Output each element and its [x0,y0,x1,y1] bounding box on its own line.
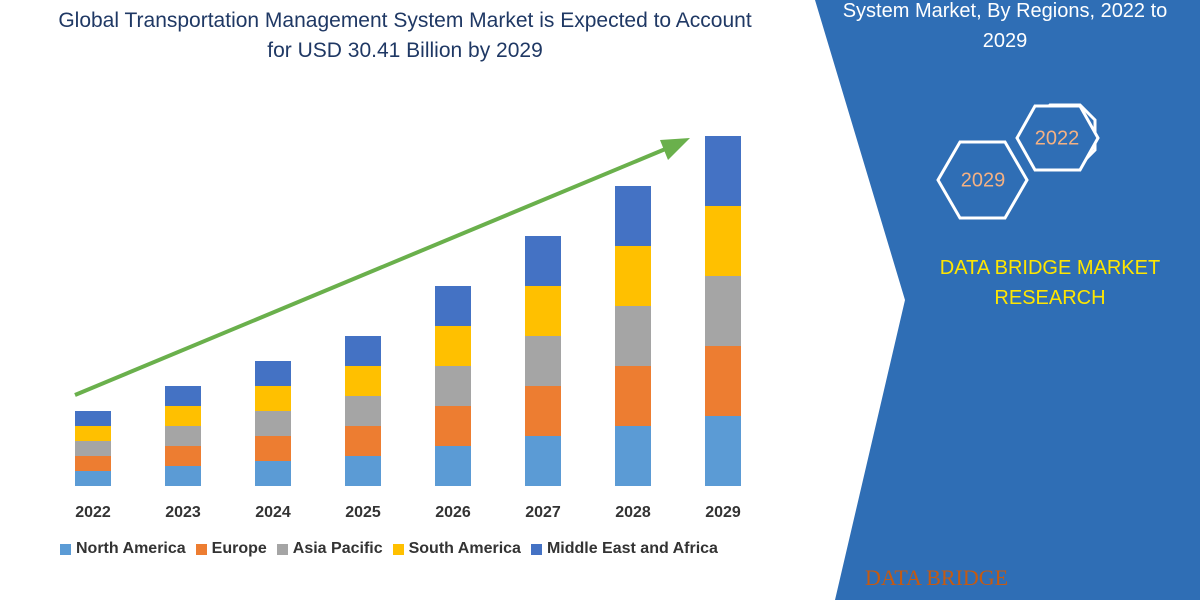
bar-segment [75,456,111,471]
bar-segment [525,236,561,286]
legend-item: South America [392,540,521,558]
legend-swatch [60,543,71,555]
bar-segment [435,286,471,326]
bar-segment [615,366,651,426]
bar-segment [165,446,201,466]
hexagon [936,140,1029,220]
hexagon-label: 2022 [1035,127,1080,149]
hexagon [1015,104,1100,172]
bar-segment [525,336,561,386]
bar-segment [615,426,651,486]
legend-item: North America [60,540,186,558]
legend-label: Asia Pacific [292,540,383,557]
bar-segment [435,326,471,366]
chart-title: Global Transportation Management System … [58,9,752,62]
legend-label: South America [408,540,521,557]
x-tick-label: 2023 [165,504,201,521]
bar-segment [165,386,201,406]
logo-text: DATA BRIDGE [865,565,1008,590]
bar-segment [705,276,741,346]
x-tick-label: 2022 [75,504,111,521]
bar-segment [435,366,471,406]
x-tick-label: 2024 [255,504,291,521]
bar-segment [345,336,381,366]
bar-segment [75,471,111,486]
brand-name: DATA BRIDGE MARKET RESEARCH [939,257,1161,309]
bar-segment [345,426,381,456]
bar-segment [615,246,651,306]
bar-segment [255,411,291,436]
legend-label: North America [76,540,186,557]
bar-segment [705,206,741,276]
bar-segment [615,186,651,246]
bar-segment [705,416,741,486]
legend-label: Middle East and Africa [546,540,718,557]
bar-segment [75,411,111,426]
legend-item: Middle East and Africa [530,540,718,558]
bar-segment [255,386,291,411]
bar-segment [615,306,651,366]
bar-segment [435,406,471,446]
bar-segment [165,426,201,446]
bar-segment [75,441,111,456]
x-tick-label: 2027 [525,504,561,521]
legend-label: Europe [211,540,267,557]
legend-swatch [392,543,404,555]
bar-segment [165,406,201,426]
x-tick-label: 2025 [345,504,381,521]
bar-segment [255,361,291,386]
x-tick-label: 2026 [435,504,471,521]
bar-segment [435,446,471,486]
legend-item: Asia Pacific [276,540,383,558]
bar-segment [345,456,381,486]
x-tick-label: 2029 [705,504,741,521]
side-panel [815,0,1200,600]
bar-segment [345,366,381,396]
bar-segment [255,461,291,486]
trend-arrow [74,143,676,397]
chart: 2022 2023 2024 2025 2026 2027 2028 2029 [75,136,741,521]
legend-item: Europe [195,540,267,558]
bar-segment [75,426,111,441]
hexagon-label: 2029 [961,169,1006,191]
legend-swatch [195,543,207,555]
bar-segment [525,286,561,336]
bar-segment [525,386,561,436]
legend: North America Europe Asia Pacific South Ame… [60,540,718,558]
bar-segment [165,466,201,486]
legend-swatch [530,543,542,555]
bar-segment [345,396,381,426]
arrow-head [660,138,690,160]
legend-swatch [276,543,288,555]
side-heading: System Market, By Regions, 2022 to 2029 [842,0,1168,52]
bar-segment [525,436,561,486]
bar-segment [705,136,741,206]
x-tick-label: 2028 [615,504,651,521]
bar-segment [255,436,291,461]
bar-segment [705,346,741,416]
